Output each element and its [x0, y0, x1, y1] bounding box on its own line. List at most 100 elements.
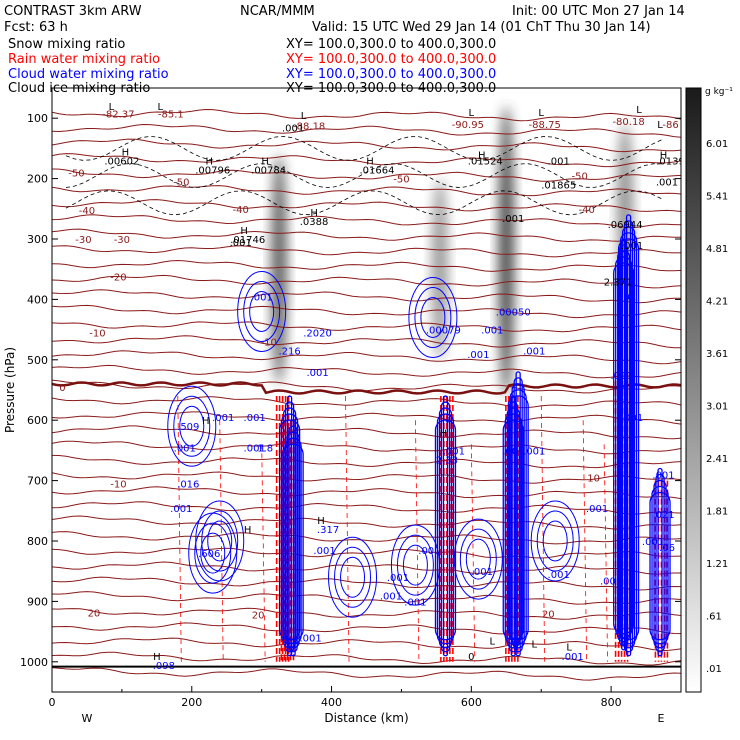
cloud-water-contour [390, 524, 440, 606]
contour-value-label: .00050 [496, 307, 531, 318]
x-tick-label: 0 [49, 696, 56, 709]
contour-value-label: .00784 [251, 166, 286, 177]
colorbar-level-label: 4.21 [706, 297, 728, 308]
cloud-water-contour [201, 510, 239, 572]
temperature-label: -80.18 [612, 117, 644, 128]
contour-value-label: .001 [523, 446, 545, 457]
plot-area: -82.37 -85.1 -88.18 -90.95 -88.75 -80.18 -86 -5… [52, 102, 685, 681]
contour-value-label: .001 [523, 347, 545, 358]
field-cloud-water-xy: XY= 100.0,300.0 to 400.0,300.0 [286, 67, 497, 82]
x-tick-label: 200 [181, 696, 202, 709]
isotherm-line [52, 199, 681, 212]
cloud-water-contour [653, 479, 667, 649]
valid-time: Valid: 15 UTC Wed 29 Jan 14 (01 ChT Thu … [312, 20, 651, 35]
cloud-water-contour [619, 232, 638, 645]
colorbar-level-label: 1.21 [706, 559, 728, 570]
contour-value-label: .001 [621, 241, 643, 252]
isotherm-line [52, 138, 681, 153]
contour-value-label: .001 [387, 573, 409, 584]
cloud-water-contour [649, 491, 671, 641]
cloud-water-contour [507, 395, 529, 641]
isotherm-line [52, 531, 681, 545]
temperature-label: -50 [571, 172, 587, 183]
y-tick-label: 1000 [20, 656, 48, 669]
contour-value-label: .00796 [195, 166, 230, 177]
cloud-ice-contour [65, 163, 662, 189]
isotherm-line [52, 321, 681, 333]
temperature-label: -10 [110, 480, 126, 491]
isotherm-line [52, 561, 681, 575]
contour-value-label: .01664 [359, 166, 394, 177]
contour-value-label: .001 [621, 413, 643, 424]
cloud-water-contour [207, 520, 233, 562]
contour-value-label: .021 [652, 510, 674, 521]
cloud-water-contour [625, 214, 632, 657]
isotherm-line [52, 168, 681, 182]
high-low-label: H [660, 150, 668, 161]
cloud-water-contour [504, 413, 522, 645]
isotherm-line [52, 591, 681, 605]
contour-value-label: .016 [177, 480, 199, 491]
contour-value-label: .00602 [104, 156, 139, 167]
rain-contour [415, 420, 420, 662]
high-low-label: L [490, 637, 496, 648]
temperature-label: -88.75 [529, 120, 561, 131]
contour-value-label: 2.371 [604, 277, 633, 288]
rain-contour [470, 444, 476, 662]
cloud-water-contour [502, 419, 524, 641]
temperature-label: -10 [89, 329, 105, 340]
contour-value-label: .001 [562, 652, 584, 663]
cloud-water-contour [328, 536, 378, 618]
cloud-ice-contour [65, 135, 662, 161]
contour-value-label: .001 [174, 443, 196, 454]
isotherm-line [52, 350, 681, 365]
high-low-label: H [122, 147, 130, 158]
contour-value-label: .001 [244, 413, 266, 424]
temperature-label: -40 [79, 206, 95, 217]
x-tick-label: 800 [601, 696, 622, 709]
contour-value-label: .001 [380, 591, 402, 602]
temperature-label: -40 [233, 205, 249, 216]
isotherm-line [52, 245, 681, 258]
high-low-label: L [109, 102, 115, 113]
cloud-water-contour [288, 425, 298, 653]
cloud-water-contour [511, 383, 525, 649]
cloud-water-contour [509, 389, 527, 645]
temperature-label: -86 [662, 120, 678, 131]
isotherm-line [52, 637, 681, 652]
cloud-water-contour [237, 270, 287, 352]
cloud-water-contour [188, 512, 238, 594]
high-low-label: H [440, 428, 448, 439]
y-tick-label: 400 [27, 293, 48, 306]
isotherm-line [52, 289, 681, 304]
contour-value-label: .001 [418, 546, 440, 557]
x-end-label-east: E [658, 712, 665, 725]
field-rain-name: Rain water mixing ratio [8, 52, 161, 67]
isotherm-line [52, 440, 681, 455]
contour-value-label: .00079 [426, 326, 461, 337]
contour-value-label: .001 [404, 597, 426, 608]
x-axis-title: Distance (km) [324, 711, 408, 725]
isotherm-line [52, 515, 681, 530]
contour-value-label: .01524 [468, 156, 503, 167]
cloud-water-contour [282, 443, 304, 641]
cloud-water-contour [617, 238, 640, 641]
temperature-label: 20 [252, 611, 265, 622]
isotherm-line [52, 576, 681, 591]
high-low-label: H [244, 525, 252, 536]
y-tick-label: 500 [27, 354, 48, 367]
colorbar-level-label: 5.41 [706, 192, 728, 203]
cloud-ice-contour [65, 190, 662, 216]
cloud-water-contour [510, 395, 516, 657]
plot-frame [51, 87, 682, 693]
cloud-water-contour [453, 518, 503, 600]
cloud-water-contour [615, 256, 633, 639]
cloud-water-contour [402, 544, 428, 586]
temperature-label: -50 [68, 169, 84, 180]
high-low-label: H [317, 516, 325, 527]
cloud-water-contour [334, 546, 372, 608]
y-tick-label: 900 [27, 595, 48, 608]
cloud-water-contour [621, 238, 627, 651]
contour-value-label: .0139 [656, 156, 685, 167]
